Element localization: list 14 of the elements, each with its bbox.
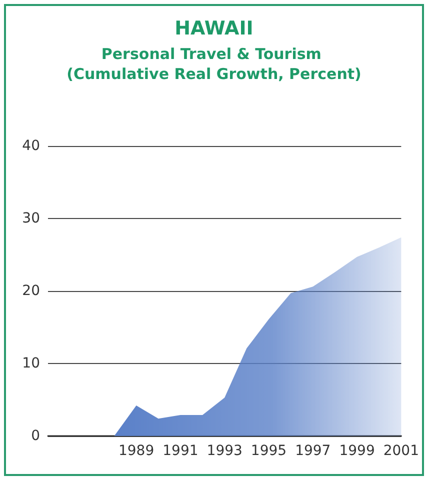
y-tick-label: 10 [22, 356, 40, 372]
x-tick-label: 2001 [383, 443, 420, 459]
x-tick-label: 1999 [339, 443, 375, 459]
x-tick-label: 1991 [162, 443, 198, 459]
y-tick-label: 30 [22, 210, 40, 226]
chart-subtitle: Personal Travel & Tourism (Cumulative Real Growth, Percent) [66, 45, 362, 83]
x-tick-label: 1997 [295, 443, 331, 459]
x-tick-label: 1989 [118, 443, 154, 459]
x-tick-label: 1993 [206, 443, 242, 459]
y-tick-label: 40 [22, 138, 40, 154]
y-tick-label: 0 [31, 428, 40, 444]
x-tick-label: 1995 [250, 443, 287, 459]
chart-title: HAWAII [174, 18, 254, 40]
y-tick-label: 20 [22, 283, 40, 299]
